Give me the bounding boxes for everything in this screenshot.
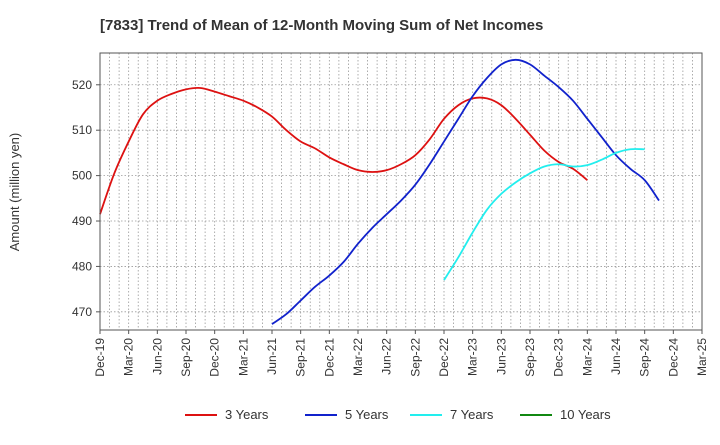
legend-label-5-years: 5 Years <box>345 407 389 422</box>
series-line-7-years <box>443 148 645 281</box>
x-tick-label: Sep-24 <box>638 338 652 377</box>
y-tick-label: 490 <box>72 214 92 228</box>
x-tick-label: Mar-23 <box>466 338 480 376</box>
x-tick-label: Mar-25 <box>695 338 709 376</box>
x-tick-label: Sep-22 <box>408 338 422 377</box>
plot-border <box>99 52 703 331</box>
x-tick-label: Sep-20 <box>179 338 193 377</box>
plot-area <box>100 53 702 330</box>
y-tick-label: 500 <box>72 169 92 183</box>
x-tick-label: Dec-23 <box>552 338 566 377</box>
x-tick-label: Jun-22 <box>380 338 394 375</box>
y-tick-label: 470 <box>72 305 92 319</box>
x-tick-label: Mar-24 <box>580 338 594 376</box>
chart-title: [7833] Trend of Mean of 12-Month Moving … <box>100 17 543 34</box>
legend-label-7-years: 7 Years <box>450 407 494 422</box>
x-tick-label: Sep-23 <box>523 338 537 377</box>
x-tick-label: Dec-19 <box>93 338 107 377</box>
x-tick-label: Dec-22 <box>437 338 451 377</box>
y-axis-label: Amount (million yen) <box>7 133 22 252</box>
legend-label-10-years: 10 Years <box>560 407 611 422</box>
legend: 3 Years 5 Years 7 Years 10 Years <box>185 407 611 422</box>
x-tick-label: Dec-24 <box>666 338 680 377</box>
x-tick-label: Mar-21 <box>236 338 250 376</box>
x-tick-label: Jun-24 <box>609 338 623 375</box>
series-line-3-years <box>99 86 588 215</box>
x-tick-label: Dec-20 <box>208 338 222 377</box>
series-line-5-years <box>271 58 660 325</box>
x-tick-label: Dec-21 <box>322 338 336 377</box>
x-tick-label: Sep-21 <box>294 338 308 377</box>
y-tick-label: 480 <box>72 259 92 273</box>
series-lines <box>99 58 660 325</box>
legend-label-3-years: 3 Years <box>225 407 269 422</box>
x-tick-label: Jun-21 <box>265 338 279 375</box>
y-tick-label: 510 <box>72 123 92 137</box>
y-axis-ticks: 470 480 490 500 510 520 <box>72 78 100 319</box>
y-tick-label: 520 <box>72 78 92 92</box>
x-tick-label: Mar-22 <box>351 338 365 376</box>
x-axis-ticks: Dec-19 Mar-20 Jun-20 Sep-20 Dec-20 Mar-21 Jun-… <box>93 330 709 377</box>
x-tick-label: Jun-20 <box>150 338 164 375</box>
x-tick-label: Mar-20 <box>122 338 136 376</box>
x-tick-label: Jun-23 <box>494 338 508 375</box>
